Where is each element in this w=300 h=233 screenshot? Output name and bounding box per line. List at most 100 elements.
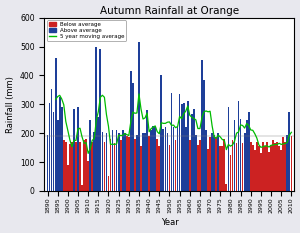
Bar	[201, 60, 203, 191]
Bar	[248, 112, 250, 191]
Bar	[142, 133, 144, 191]
Bar	[53, 112, 55, 191]
Bar	[152, 126, 154, 191]
Bar	[286, 135, 288, 191]
Bar	[193, 109, 195, 191]
Bar	[234, 120, 236, 191]
Bar	[126, 136, 128, 191]
Bar	[83, 140, 85, 191]
Bar	[77, 107, 79, 191]
Bar	[272, 140, 274, 191]
Bar	[177, 127, 178, 191]
Bar	[55, 58, 56, 191]
Bar	[148, 136, 150, 191]
Bar	[232, 140, 233, 191]
Bar	[110, 139, 111, 191]
Bar	[244, 133, 245, 191]
Bar	[250, 142, 252, 191]
Bar	[264, 146, 266, 191]
Bar	[73, 109, 75, 191]
Bar	[213, 135, 215, 191]
Bar	[120, 140, 122, 191]
Bar	[122, 130, 124, 191]
Bar	[106, 133, 107, 191]
Bar	[205, 130, 207, 191]
Bar	[171, 93, 172, 191]
Bar	[89, 120, 91, 191]
Bar	[46, 135, 48, 191]
Bar	[256, 142, 258, 191]
Bar	[262, 142, 264, 191]
Bar	[51, 89, 52, 191]
Bar	[187, 101, 189, 191]
Bar	[215, 137, 217, 191]
Bar	[218, 133, 219, 191]
Bar	[197, 145, 199, 191]
Bar	[92, 142, 93, 191]
Bar	[164, 127, 166, 191]
Bar	[98, 117, 99, 191]
Bar	[203, 80, 205, 191]
Bar	[63, 140, 64, 191]
Bar	[154, 127, 156, 191]
Bar	[138, 42, 140, 191]
Bar	[236, 143, 237, 191]
Bar	[209, 137, 211, 191]
Bar	[278, 146, 280, 191]
Bar	[260, 153, 262, 191]
Bar	[158, 146, 160, 191]
Bar	[280, 151, 282, 191]
Bar	[175, 140, 176, 191]
Bar	[49, 103, 50, 191]
Bar	[224, 139, 225, 191]
Y-axis label: Rainfall (mm): Rainfall (mm)	[6, 76, 15, 133]
Bar	[100, 49, 101, 191]
Bar	[284, 142, 286, 191]
Bar	[61, 107, 63, 191]
Bar	[266, 142, 268, 191]
Bar	[191, 114, 193, 191]
Bar	[57, 120, 59, 191]
Bar	[289, 112, 290, 191]
Bar	[167, 133, 168, 191]
Bar	[112, 130, 113, 191]
Bar	[146, 110, 148, 191]
Bar	[254, 151, 256, 191]
Bar	[128, 137, 130, 191]
Bar	[211, 133, 213, 191]
Bar	[207, 149, 209, 191]
Bar	[156, 139, 158, 191]
Bar	[93, 132, 95, 191]
Bar	[219, 146, 221, 191]
Bar	[183, 103, 184, 191]
Bar	[169, 145, 170, 191]
Bar	[189, 140, 190, 191]
Bar	[124, 133, 126, 191]
Bar	[199, 140, 201, 191]
Bar	[69, 144, 71, 191]
Bar	[144, 133, 146, 191]
Bar	[195, 135, 197, 191]
Bar	[173, 127, 174, 191]
Bar	[81, 185, 83, 191]
Bar	[134, 139, 136, 191]
Title: Autumn Rainfall at Orange: Autumn Rainfall at Orange	[100, 6, 239, 16]
Bar	[246, 120, 248, 191]
Bar	[103, 142, 105, 191]
Bar	[227, 107, 229, 191]
Bar	[268, 152, 270, 191]
Bar	[230, 155, 231, 191]
Bar	[118, 133, 119, 191]
Bar	[130, 71, 132, 191]
Bar	[258, 146, 260, 191]
Bar	[59, 97, 61, 191]
Bar	[150, 130, 152, 191]
Bar	[226, 184, 227, 191]
Bar	[95, 47, 97, 191]
Bar	[87, 161, 89, 191]
Bar	[160, 75, 162, 191]
Bar	[185, 127, 187, 191]
Bar	[238, 101, 239, 191]
Bar	[276, 142, 278, 191]
Bar	[65, 142, 67, 191]
